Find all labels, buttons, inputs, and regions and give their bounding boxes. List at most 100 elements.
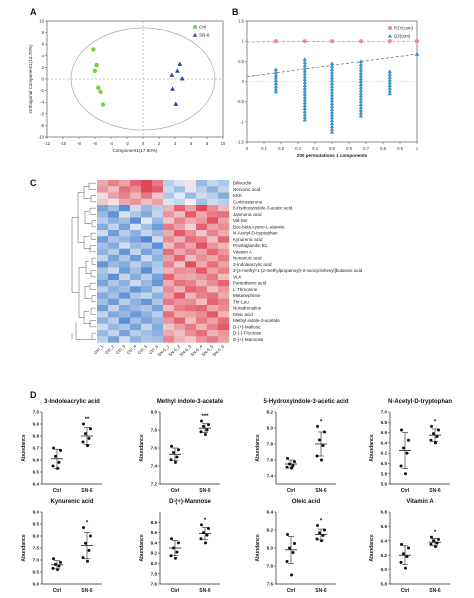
panel-b-q2-point: [329, 72, 335, 77]
panel-b-q2-point: [329, 92, 335, 97]
heatmap-cell: [119, 317, 131, 324]
panel-a-ytick-label: 6: [42, 42, 45, 47]
dendrogram-branch: [91, 220, 96, 228]
panel-b-q2-point: [302, 106, 307, 110]
heatmap-cell: [141, 230, 153, 237]
panel-b-q2-point: [302, 57, 307, 61]
dendrogram-branch: [89, 207, 96, 215]
heatmap-cell: [152, 267, 164, 274]
heatmap-cell: [163, 330, 175, 337]
heatmap-cell: [108, 273, 120, 281]
panel-d-point: [405, 555, 409, 559]
heatmap-cell: [174, 286, 186, 293]
heatmap-cell: [174, 211, 186, 218]
heatmap-cell: [196, 273, 208, 281]
panel-b-ytick-label: 0.5: [238, 59, 244, 64]
heatmap-cell: [152, 280, 164, 287]
heatmap-cell: [207, 323, 219, 331]
panel-b-q2-point: [358, 73, 363, 78]
panel-d-plot-1: Methyl indole-3-acetate 7.2 7.4 7.6 7.8 8.0 Ab…: [139, 399, 224, 494]
heatmap-cell: [207, 298, 219, 306]
heatmap-cell: [196, 311, 208, 318]
panel-b-r2-point: [273, 39, 278, 44]
heatmap-cell: [152, 211, 164, 218]
panel-b-q2-point: [329, 115, 335, 120]
heatmap-cell: [119, 217, 131, 224]
heatmap-cell: [130, 298, 142, 306]
panel-b-q2-point: [302, 109, 307, 113]
panel-d-group-label: Ctrl: [287, 588, 296, 594]
panel-b-q2-point: [358, 107, 363, 112]
heatmap-cell: [185, 305, 197, 312]
panel-a-confidence-ellipse: [70, 27, 216, 131]
panel-d-plot-2: 5-Hydroxyindole-3-acetic acid 7.4 7.6 7.8 8.…: [255, 399, 349, 494]
heatmap-cell: [218, 198, 230, 206]
heatmap-cell: [130, 323, 142, 331]
heatmap-cell: [97, 336, 109, 343]
panel-d-point: [59, 448, 62, 452]
heatmap-cell: [218, 230, 230, 237]
panel-d-plot-title: D-(+)-Mannose: [169, 499, 211, 505]
panel-d-ytick-label: 7.0: [33, 558, 40, 563]
heatmap-cell: [185, 223, 197, 231]
panel-d-ytick-label: 8.2: [267, 410, 274, 415]
heatmap-cell: [141, 186, 153, 193]
panel-d-ytick-label: 6.9: [33, 422, 40, 427]
panel-d-ytick-label: 7.8: [267, 442, 274, 447]
heatmap-cell: [108, 323, 120, 331]
heatmap-cell: [141, 317, 153, 324]
heatmap-row-label: 3-[4-methyl-1-(2-methylpropanoyl)-3-oxoc…: [233, 268, 363, 273]
panel-d-point: [52, 557, 55, 561]
heatmap-cell: [152, 180, 164, 187]
heatmap-cell: [196, 180, 208, 187]
heatmap-column-label: Ctrl_4: [126, 343, 138, 355]
heatmap-cell: [163, 305, 175, 312]
heatmap-cell: [141, 223, 153, 231]
panel-d-group-label: Ctrl: [53, 588, 62, 594]
heatmap-cell: [152, 311, 164, 318]
panel-d-plot-6: Oleic acid 7.6 7.8 8.0 8.2 8.4 Abundance Ctrl SN…: [255, 499, 336, 594]
dendrogram-branch: [88, 182, 96, 190]
panel-d-ytick-label: 7.0: [381, 410, 388, 415]
panel-b-xtick-label: 0.9: [397, 146, 403, 151]
panel-a-point-sn-6: [175, 68, 180, 73]
heatmap-cell: [141, 242, 153, 249]
dendrogram-branch: [91, 332, 96, 340]
panel-d-ytick-label: 8.0: [151, 561, 158, 566]
panel-d-point: [200, 419, 203, 423]
panel-d-point: [54, 562, 57, 566]
panel-d-point: [199, 430, 203, 434]
heatmap-cell: [152, 198, 164, 206]
panel-d-ytick-label: 7.6: [151, 446, 158, 451]
dendrogram-branch: [90, 232, 96, 240]
heatmap-cell: [163, 217, 175, 224]
heatmap-cell: [218, 292, 230, 299]
heatmap-cell: [119, 292, 131, 299]
panel-d-point: [172, 451, 175, 454]
panel-d-point: [321, 444, 325, 448]
panel-d-ytick-label: 8.0: [151, 410, 158, 415]
panel-d-group-label: SN-6: [81, 488, 93, 494]
panel-a-point-ctrl: [98, 89, 103, 94]
panel-a-ytick-label: 0: [42, 77, 45, 82]
panel-b-q2-point: [302, 74, 307, 79]
heatmap-cell: [97, 223, 109, 231]
heatmap-cell: [163, 242, 175, 249]
heatmap-cell: [163, 317, 175, 324]
panel-d-point: [315, 454, 319, 458]
panel-d-ytick-label: 8.8: [151, 520, 158, 525]
panel-a-ytick-label: 10: [39, 19, 44, 24]
panel-d-point: [288, 462, 291, 466]
panel-b-q2-point: [358, 96, 363, 101]
panel-d-point: [404, 472, 407, 476]
heatmap-cell: [130, 186, 142, 193]
heatmap-cell: [141, 205, 153, 212]
heatmap-cell: [163, 267, 175, 274]
panel-d-point: [174, 460, 177, 464]
heatmap-row-label: Nonanoic acid: [233, 256, 262, 261]
panel-b-q2-point: [273, 81, 278, 85]
heatmap-cell: [218, 223, 230, 231]
panel-b-q2-point: [302, 62, 307, 67]
heatmap-cell: [218, 180, 230, 187]
